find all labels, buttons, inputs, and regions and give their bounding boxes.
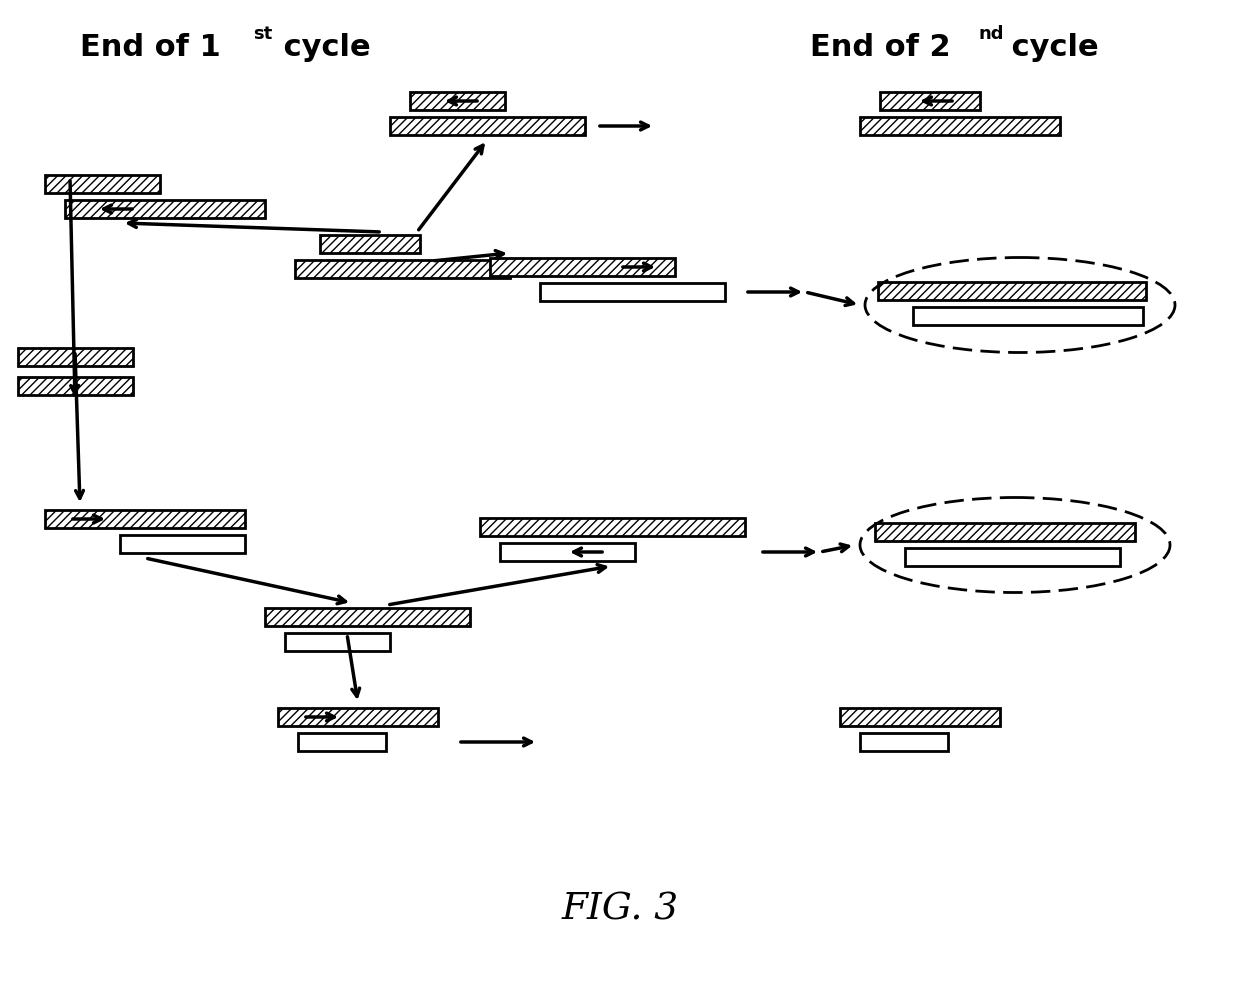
Bar <box>265 608 470 626</box>
Bar <box>875 523 1135 541</box>
Text: nd: nd <box>980 25 1004 43</box>
Bar <box>285 633 391 651</box>
Text: End of 1: End of 1 <box>81 33 221 62</box>
Bar <box>913 307 1143 325</box>
Bar <box>539 283 725 301</box>
Bar <box>45 175 160 193</box>
Bar <box>278 708 438 726</box>
Bar <box>861 117 1060 135</box>
Text: cycle: cycle <box>1001 33 1099 62</box>
Bar <box>905 548 1120 566</box>
Bar <box>480 518 745 536</box>
Bar <box>64 200 265 218</box>
Bar <box>120 535 246 553</box>
Bar <box>295 260 510 278</box>
Text: cycle: cycle <box>273 33 371 62</box>
Bar <box>878 282 1146 300</box>
Text: FIG. 3: FIG. 3 <box>562 892 678 928</box>
Bar <box>410 92 505 110</box>
Bar <box>45 510 246 528</box>
Text: st: st <box>253 25 273 43</box>
Bar <box>19 377 133 395</box>
Bar <box>500 543 635 561</box>
Bar <box>839 708 999 726</box>
Bar <box>880 92 980 110</box>
Bar <box>298 733 386 751</box>
Bar <box>861 733 949 751</box>
Bar <box>490 258 675 276</box>
Bar <box>19 348 133 366</box>
Text: End of 2: End of 2 <box>810 33 951 62</box>
Bar <box>320 235 420 253</box>
Bar <box>391 117 585 135</box>
